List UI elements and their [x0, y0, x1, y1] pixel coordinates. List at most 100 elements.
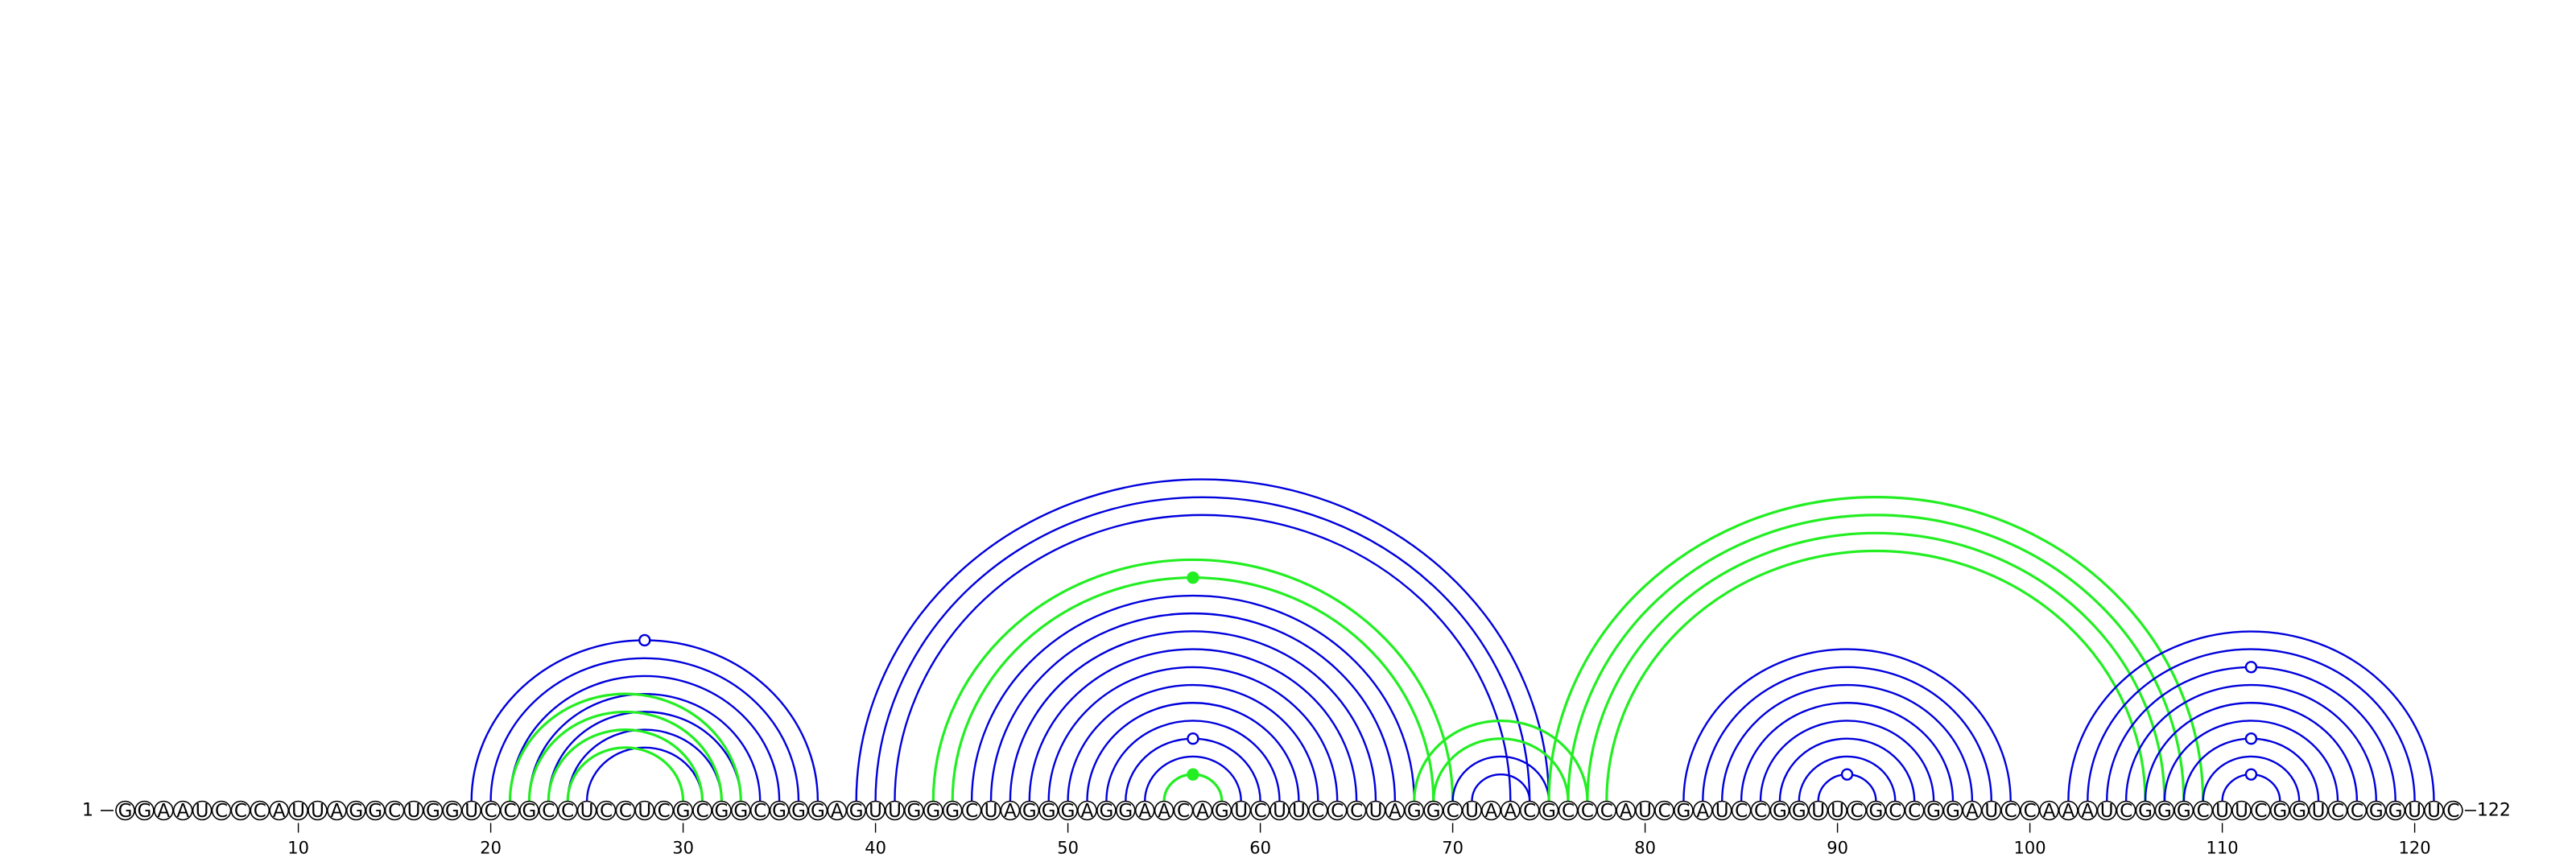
nucleotide-letter: U — [1638, 801, 1652, 822]
arc-69-76 — [1432, 737, 1570, 802]
tick-label: 40 — [865, 839, 886, 858]
nucleotide-circle — [115, 800, 135, 821]
nucleotide-circle — [1385, 800, 1406, 821]
nucleotide-letter: C — [753, 801, 766, 822]
nucleotide-letter: G — [926, 801, 940, 822]
nucleotide: C — [2116, 800, 2136, 822]
arc-marker-5 — [1840, 768, 1854, 781]
nucleotide: A — [2078, 800, 2098, 822]
nucleotide-letter: U — [311, 801, 324, 822]
nucleotide-letter: U — [464, 801, 478, 822]
nucleotide: C — [1654, 800, 1674, 822]
nucleotide-letter: G — [1426, 801, 1441, 822]
nucleotide: A — [2039, 800, 2059, 822]
nucleotide-letter: C — [600, 801, 613, 822]
nucleotide: A — [1000, 800, 1021, 822]
nucleotide: A — [1134, 800, 1155, 822]
nucleotide: G — [1538, 800, 1559, 822]
arc-51-62 — [1086, 702, 1300, 802]
nucleotide-letter: C — [1657, 801, 1670, 822]
nucleotide-circle — [1750, 800, 1771, 821]
nucleotide-circle — [1269, 800, 1290, 821]
nucleotide-letter: C — [1735, 801, 1748, 822]
nucleotide-letter: A — [2062, 801, 2075, 822]
nucleotide-letter: G — [772, 801, 786, 822]
arc-106-117 — [2144, 702, 2359, 802]
nucleotide-letter: G — [1676, 801, 1690, 822]
nucleotide-circle — [2327, 800, 2348, 821]
nucleotide: C — [1346, 800, 1367, 822]
nucleotide-letter: C — [2197, 801, 2210, 822]
nucleotide-circle — [885, 800, 905, 821]
nucleotide: U — [634, 800, 655, 822]
arc-19-37 — [470, 639, 819, 802]
nucleotide-circle — [1923, 800, 1944, 821]
nucleotide: U — [192, 800, 213, 822]
nucleotide: U — [1981, 800, 2002, 822]
nucleotide: G — [345, 800, 366, 822]
tick-90: 90 — [1827, 823, 1848, 858]
arc-75-109 — [1547, 496, 2205, 802]
arc-43-70 — [931, 558, 1455, 802]
nucleotide: A — [1962, 800, 1983, 822]
nucleotide-circle — [2116, 800, 2136, 821]
nucleotide-letter: A — [1966, 801, 1979, 822]
nucleotide-letter: G — [811, 801, 825, 822]
nucleotide: G — [923, 800, 943, 822]
nucleotide: C — [2347, 800, 2368, 822]
sequence-end-label: 122 — [2477, 801, 2511, 821]
nucleotide-circle — [2039, 800, 2059, 821]
nucleotide: G — [673, 800, 693, 822]
nucleotide-circle — [2405, 800, 2425, 821]
nucleotide-letter: C — [1600, 801, 1613, 822]
tick-label: 80 — [1634, 839, 1656, 858]
nucleotide-letter: A — [1485, 801, 1498, 822]
nucleotide: C — [1327, 800, 1348, 822]
tick-label: 20 — [480, 839, 502, 858]
nucleotide-circle — [1289, 800, 1309, 821]
nucleotide-circle — [1154, 800, 1174, 821]
nucleotide: A — [172, 800, 193, 822]
nucleotide: U — [1269, 800, 1290, 822]
nucleotide-circle — [1000, 800, 1021, 821]
nucleotide: C — [1904, 800, 1925, 822]
nucleotide: C — [1173, 800, 1194, 822]
arc-48-65 — [1028, 648, 1358, 802]
nucleotide-letter: G — [1118, 801, 1133, 822]
tick-120: 120 — [2399, 823, 2431, 858]
arc-107-116 — [2163, 720, 2339, 802]
nucleotide-letter: A — [273, 801, 286, 822]
arc-24-30 — [566, 746, 685, 802]
nucleotide-letter: A — [1504, 801, 1517, 822]
nucleotide: U — [576, 800, 597, 822]
tick-10: 10 — [287, 823, 309, 858]
nucleotide-circle — [2212, 800, 2232, 821]
nucleotide-letter: A — [2081, 801, 2094, 822]
nucleotide: G — [2135, 800, 2156, 822]
nucleotide-letter: C — [696, 801, 708, 822]
arc-45-68 — [970, 594, 1415, 802]
tick-20: 20 — [480, 823, 502, 858]
nucleotide-circle — [1558, 800, 1579, 821]
nucleotide-circle — [1096, 800, 1117, 821]
nucleotide-letter: C — [1350, 801, 1363, 822]
nucleotide-letter: A — [1081, 801, 1094, 822]
nucleotide-letter: G — [2273, 801, 2287, 822]
sequence-start-label: 1 — [82, 801, 93, 821]
nucleotide-circle — [442, 800, 463, 821]
nucleotide: G — [712, 800, 732, 822]
nucleotide-letter: G — [368, 801, 382, 822]
nucleotide-circle — [2251, 800, 2271, 821]
nucleotide-circle — [557, 800, 578, 821]
arc-83-98 — [1702, 666, 1992, 802]
nucleotide: G — [1212, 800, 1232, 822]
nucleotide-letter: C — [1581, 801, 1594, 822]
arc-82-99 — [1682, 648, 2012, 802]
nucleotide-circle — [846, 800, 866, 821]
nucleotide-circle — [942, 800, 963, 821]
nucleotide-circle — [2154, 800, 2175, 821]
nucleotide-circle — [1365, 800, 1386, 821]
nucleotide: G — [2366, 800, 2387, 822]
nucleotide-circle — [692, 800, 712, 821]
nucleotide-circle — [576, 800, 597, 821]
